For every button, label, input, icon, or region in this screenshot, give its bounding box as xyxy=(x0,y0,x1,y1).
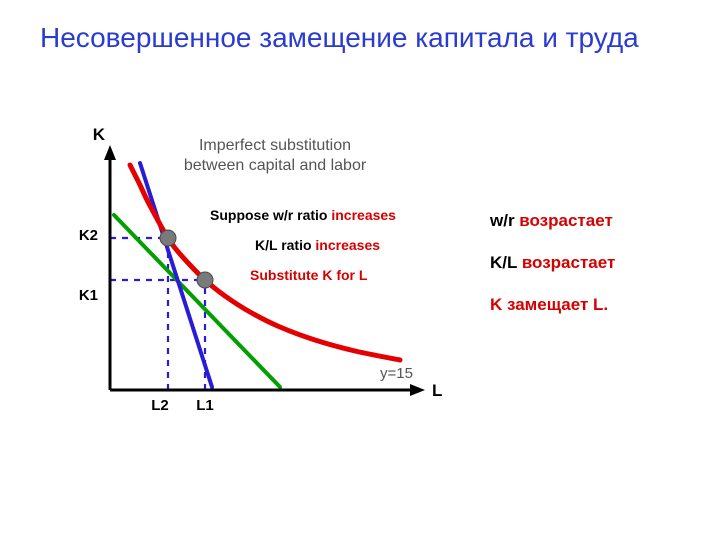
side-notes: w/r возрастает K/L возрастает K замещает… xyxy=(490,210,700,336)
y-axis-label: K xyxy=(93,125,106,144)
slide-title: Несовершенное замещение капитала и труда xyxy=(40,20,680,55)
x-axis-label: L xyxy=(432,381,442,400)
side-note-wr-prefix: w/r xyxy=(490,211,519,230)
tangent-point-1 xyxy=(197,272,213,288)
x-tick-0: L2 xyxy=(151,397,169,414)
side-note-wr: w/r возрастает xyxy=(490,210,700,232)
x-tick-1: L1 xyxy=(196,397,214,414)
side-note-kl-suffix: возрастает xyxy=(522,253,615,272)
side-note-kl-prefix: K/L xyxy=(490,253,522,272)
chart-anno-kl: K/L ratio increases xyxy=(255,237,380,253)
y-tick-1: K1 xyxy=(79,287,98,304)
chart: Imperfect substitution between capital an… xyxy=(40,120,460,445)
side-note-substitute: K замещает L. xyxy=(490,294,700,316)
chart-svg: Imperfect substitution between capital an… xyxy=(40,120,460,440)
side-note-kl: K/L возрастает xyxy=(490,252,700,274)
isoquant-label: y=15 xyxy=(380,365,413,382)
tangent-point-2 xyxy=(160,230,176,246)
chart-header-line1: Imperfect substitution xyxy=(199,137,351,154)
chart-anno-wr: Suppose w/r ratio increases xyxy=(210,207,396,223)
chart-anno-substitute: Substitute K for L xyxy=(250,267,368,283)
side-note-wr-suffix: возрастает xyxy=(519,211,612,230)
chart-header-line2: between capital and labor xyxy=(184,157,367,174)
side-note-substitute-text: K замещает L. xyxy=(490,295,608,314)
y-tick-0: K2 xyxy=(79,227,98,244)
